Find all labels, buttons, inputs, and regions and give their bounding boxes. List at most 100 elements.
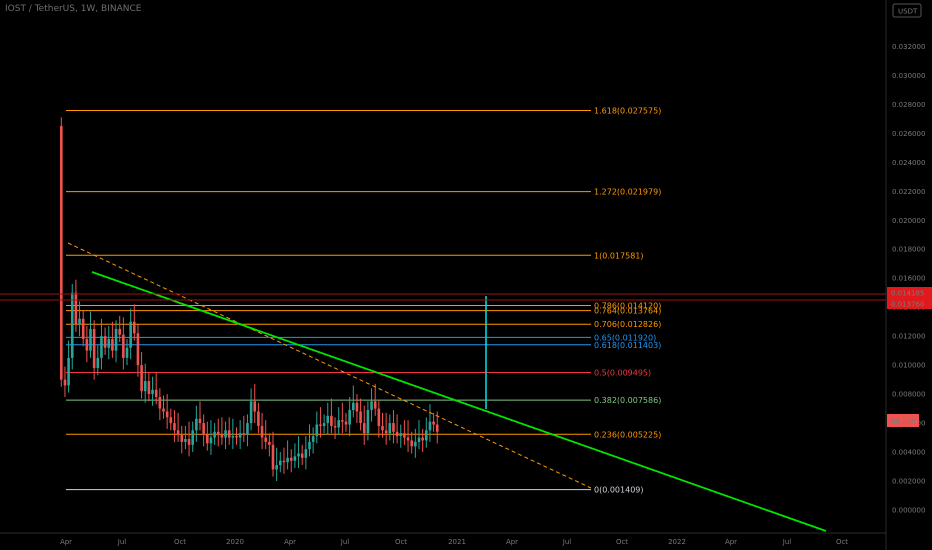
- price-axis[interactable]: 0.032000 0.030000 0.028000 0.026000 0.024000…: [885, 0, 932, 550]
- candle-body: [414, 441, 417, 447]
- candle-body: [129, 321, 132, 348]
- price-badges: 0.014185 0.013760 6d 22h: [887, 287, 932, 427]
- price-tick-label: 0.020000: [892, 217, 925, 225]
- dashed-trendline[interactable]: [67, 242, 592, 489]
- price-tick-label: 0.030000: [892, 72, 925, 80]
- fib-level-label: 0.5(0.009495): [594, 368, 651, 377]
- time-tick-label: Apr: [506, 538, 518, 546]
- candle-body: [78, 318, 81, 325]
- time-axis[interactable]: Apr Jul Oct 2020 Apr Jul Oct 2021 Apr Jul Oct 2022 A…: [0, 532, 886, 546]
- candle-body: [89, 328, 92, 351]
- candle-body: [136, 333, 140, 366]
- candle-body: [151, 389, 154, 395]
- candle-body: [125, 347, 129, 358]
- candle-body: [322, 423, 326, 426]
- candle-body: [388, 423, 392, 434]
- candle-body: [268, 441, 271, 445]
- candle-body: [60, 126, 63, 380]
- candle-body: [435, 424, 439, 432]
- candle-body: [370, 401, 373, 411]
- currency-badge[interactable]: [892, 3, 922, 18]
- fib-retracement[interactable]: 1.618(0.027575) 1.272(0.021979) 1(0.017581…: [66, 107, 661, 495]
- candle-body: [220, 434, 224, 438]
- candle-body: [162, 408, 165, 412]
- candle-body: [173, 423, 176, 431]
- price-tick-label: 0.028000: [892, 101, 925, 109]
- candle-body: [282, 460, 286, 463]
- candle-body: [319, 424, 322, 426]
- candle-body: [279, 460, 282, 466]
- price-tick-label: 0.008000: [892, 391, 925, 399]
- candle-body: [425, 430, 428, 441]
- candle-body: [143, 381, 147, 392]
- time-tick-label: Jul: [340, 538, 350, 546]
- price-tick-label: 0.004000: [892, 449, 925, 457]
- candle-body: [381, 425, 384, 431]
- candle-body: [275, 465, 278, 470]
- candle-body: [286, 457, 289, 463]
- price-tick-label: 0.012000: [892, 333, 925, 341]
- candle-body: [224, 430, 227, 438]
- time-tick-label: 2022: [668, 538, 686, 546]
- candle-body: [311, 436, 315, 442]
- time-tick-label: Oct: [174, 538, 186, 546]
- price-tick-label: 0.024000: [892, 159, 925, 167]
- time-tick-label: 2020: [226, 538, 244, 546]
- candle-body: [85, 339, 89, 351]
- candle-body: [406, 437, 410, 441]
- candle-body: [213, 431, 216, 438]
- price-axis-bg: [886, 0, 932, 550]
- candle-body: [216, 431, 220, 435]
- time-tick-label: Jul: [117, 538, 127, 546]
- price-badge-label: 0.013760: [891, 301, 924, 309]
- time-tick-label: 2021: [448, 538, 466, 546]
- fib-level-label: 0.618(0.011403): [594, 341, 661, 350]
- candle-body: [253, 401, 257, 412]
- candle-body: [289, 457, 293, 461]
- price-badge: [887, 298, 932, 309]
- candle-body: [337, 420, 340, 428]
- candle-body: [184, 439, 187, 442]
- fib-level-label: 1.272(0.021979): [594, 188, 661, 197]
- candle-body: [191, 430, 194, 445]
- price-tick-label: 0.018000: [892, 246, 925, 254]
- price-badge: [887, 287, 932, 298]
- candle-body: [231, 436, 235, 438]
- price-tick-label: 0.032000: [892, 43, 925, 51]
- price-tick-label: 0.022000: [892, 188, 925, 196]
- time-tick-label: Oct: [616, 538, 628, 546]
- candle-body: [293, 456, 297, 461]
- candle-body: [67, 357, 70, 386]
- time-tick-label: Apr: [284, 538, 296, 546]
- candle-body: [165, 411, 169, 418]
- candle-body: [428, 421, 432, 431]
- candle-body: [238, 433, 242, 438]
- candle-body: [235, 436, 238, 438]
- drawings[interactable]: [0, 242, 886, 532]
- candle-body: [341, 420, 344, 422]
- candle-body: [74, 292, 78, 325]
- candle-body: [384, 430, 388, 434]
- candle-body: [249, 401, 253, 424]
- price-tick-label: 0.026000: [892, 130, 925, 138]
- candle-body: [432, 421, 435, 425]
- candle-body: [96, 357, 100, 369]
- price-tick-label: 0.002000: [892, 478, 925, 486]
- candle-body: [103, 336, 107, 348]
- chart-title: IOST / TetherUS, 1W, BINANCE: [5, 4, 142, 14]
- candle-body: [359, 411, 362, 424]
- fib-level-label: 0.786(0.014120): [594, 301, 661, 310]
- candle-body: [118, 328, 121, 335]
- candle-body: [417, 437, 421, 442]
- candle-body: [377, 408, 381, 426]
- candle-body: [140, 365, 143, 392]
- candle-body: [180, 434, 184, 442]
- fib-level-label: 0.764(0.013764): [594, 307, 661, 316]
- time-tick-label: Apr: [60, 538, 72, 546]
- candle-body: [399, 433, 403, 437]
- candle-body: [242, 433, 246, 435]
- green-trendline[interactable]: [91, 271, 827, 532]
- countdown-badge: [887, 414, 919, 427]
